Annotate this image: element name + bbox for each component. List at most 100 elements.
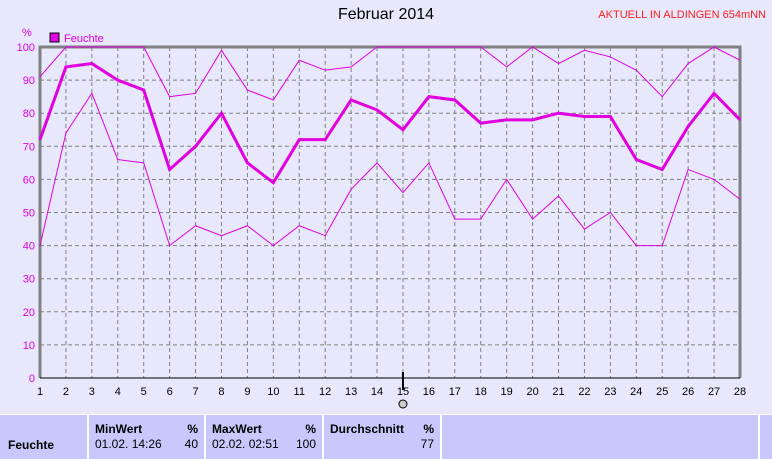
data-point-avg [169,168,171,170]
y-tick-label: 100 [17,42,35,54]
data-point-avg [220,112,222,114]
x-tick-label: 4 [115,386,121,398]
data-point-min [713,178,715,180]
data-point-max [687,63,689,65]
x-tick-label: 14 [371,386,383,398]
data-point-avg [713,92,715,94]
data-point-avg [246,162,248,164]
y-tick-label: 60 [23,174,35,186]
min-cell: MinWert % 01.02. 14:26 40 [87,415,204,459]
data-point-max [350,66,352,68]
cursor-handle [398,399,408,409]
max-cell: MaxWert % 02.02. 02:51 100 [204,415,322,459]
data-point-max [246,89,248,91]
chart-title: Februar 2014 [337,6,435,23]
stats-table: Feuchte MinWert % 01.02. 14:26 40 MaxWer… [0,414,772,459]
data-point-min [272,245,274,247]
x-tick-label: 24 [630,386,642,398]
y-tick-label: 30 [23,274,35,286]
y-tick-label: 40 [23,241,35,253]
avg-unit: % [423,422,434,436]
y-tick-label: 0 [29,373,35,385]
data-point-max [480,46,482,48]
max-value: 100 [295,437,316,451]
data-point-avg [298,139,300,141]
data-point-avg [687,125,689,127]
data-point-min [558,195,560,197]
data-point-min [739,198,741,200]
data-point-min [65,132,67,134]
live-link[interactable]: AKTUELL IN ALDINGEN 654mNN [598,9,766,21]
data-point-max [39,76,41,78]
x-tick-label: 10 [267,386,279,398]
data-point-avg [532,119,534,121]
data-point-min [454,218,456,220]
x-tick-label: 6 [167,386,173,398]
x-tick-label: 7 [192,386,198,398]
data-point-min [117,159,119,161]
legend-label: Feuchte [64,33,104,45]
x-tick-label: 22 [578,386,590,398]
data-point-max [558,63,560,65]
avg-value: 77 [420,437,434,451]
data-point-avg [350,99,352,101]
y-tick-label: 90 [23,75,35,87]
data-point-min [195,225,197,227]
avg-header: Durchschnitt [330,422,405,436]
data-point-min [687,168,689,170]
x-tick-label: 8 [218,386,224,398]
x-tick-label: 3 [89,386,95,398]
data-point-max [739,59,741,61]
data-point-avg [402,129,404,131]
data-point-min [480,218,482,220]
x-tick-label: 15 [397,386,409,398]
x-tick-label: 28 [734,386,746,398]
data-point-avg [661,168,663,170]
data-point-min [143,162,145,164]
y-tick-label: 70 [23,141,35,153]
data-point-max [402,46,404,48]
series-line-avg [38,61,742,185]
x-tick-label: 11 [294,386,305,398]
max-unit: % [305,422,316,436]
data-point-avg [324,139,326,141]
y-tick-label: 80 [23,108,35,120]
data-point-min [350,188,352,190]
y-tick-label: 50 [23,208,35,220]
min-time: 01.02. 14:26 [95,437,162,451]
data-point-min [91,92,93,94]
data-point-max [635,69,637,71]
x-tick-label: 12 [319,386,331,398]
data-point-avg [558,112,560,114]
data-point-max [583,49,585,51]
data-point-max [220,49,222,51]
data-point-max [661,96,663,98]
x-tick-label: 17 [449,386,461,398]
data-point-max [169,96,171,98]
x-tick-label: 25 [656,386,668,398]
data-point-avg [39,139,41,141]
data-point-max [428,46,430,48]
data-point-max [532,46,534,48]
data-point-min [402,192,404,194]
data-point-avg [117,79,119,81]
x-tick-label: 2 [63,386,69,398]
x-tick-label: 5 [141,386,147,398]
data-point-avg [195,145,197,147]
x-tick-label: 18 [475,386,487,398]
data-point-max [65,46,67,48]
data-point-max [91,46,93,48]
x-tick-label: 20 [526,386,538,398]
scroll-edge [758,415,772,459]
data-point-min [376,162,378,164]
data-point-min [506,178,508,180]
x-tick-label: 13 [345,386,357,398]
x-tick-label: 16 [423,386,435,398]
data-point-avg [376,109,378,111]
data-point-min [220,235,222,237]
series-line-min [39,92,741,247]
min-unit: % [187,422,198,436]
data-point-min [428,162,430,164]
x-tick-label: 9 [244,386,250,398]
data-point-avg [506,119,508,121]
